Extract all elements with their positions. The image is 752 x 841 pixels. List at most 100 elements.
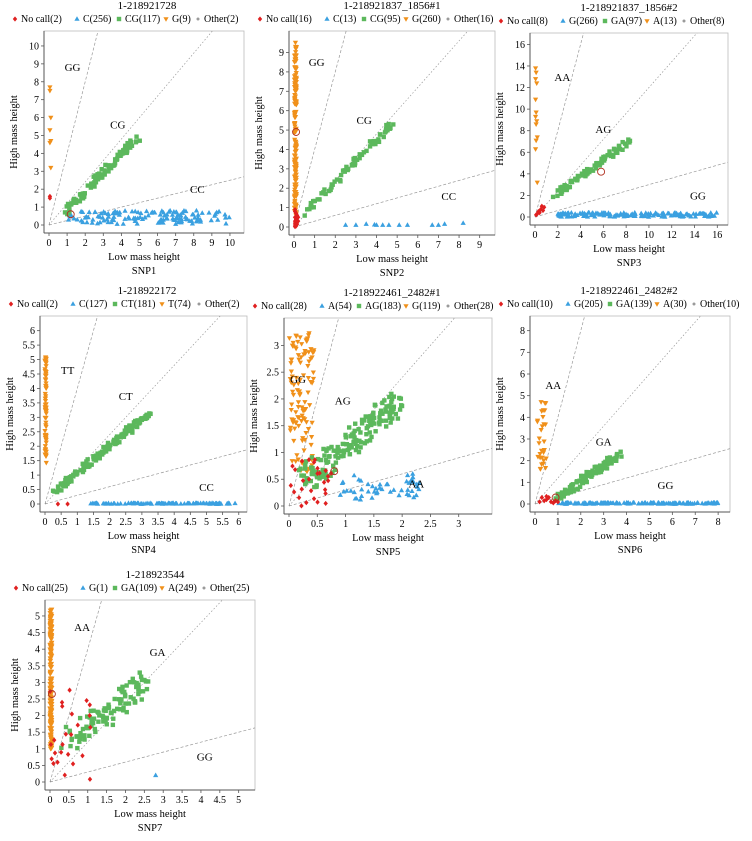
point-G	[293, 56, 299, 62]
point-CG	[397, 395, 402, 401]
point-G	[295, 405, 301, 410]
point-CG	[123, 701, 128, 706]
point-CG	[68, 743, 73, 749]
point-G	[43, 381, 49, 386]
point-CG	[123, 425, 129, 430]
point-G	[48, 649, 54, 655]
panel-caption: SNP1	[132, 266, 157, 277]
point-C	[379, 486, 385, 492]
point-G	[297, 360, 304, 366]
point-CG	[614, 147, 619, 152]
x-tick-label: 0	[533, 517, 538, 528]
reference-line	[288, 318, 340, 507]
point-G	[307, 403, 313, 408]
point-CG	[128, 695, 133, 700]
cluster-label: GG	[65, 62, 81, 74]
y-tick-label: 0	[520, 500, 525, 511]
point-G	[43, 378, 49, 383]
point-C	[195, 214, 201, 220]
point-C	[711, 213, 717, 218]
legend-marker	[498, 301, 504, 307]
y-tick-label: 4.5	[23, 370, 36, 381]
point-CG	[312, 198, 317, 204]
point-C	[102, 500, 108, 506]
point-G	[306, 350, 312, 355]
x-tick-label: 0	[47, 238, 52, 249]
y-tick-label: 1.5	[23, 456, 36, 467]
point-nocall	[63, 731, 69, 737]
point-C	[183, 208, 189, 214]
legend-item-2: C(13)	[324, 14, 356, 25]
point-CG	[352, 428, 357, 434]
point-C	[190, 211, 197, 217]
point-CG	[371, 411, 376, 417]
point-G	[541, 458, 547, 464]
point-CG	[118, 435, 124, 440]
chart-title: 1-218922461_2482#2	[580, 285, 677, 297]
point-CG	[69, 737, 74, 743]
x-tick-label: 2	[107, 517, 112, 528]
reference-line	[44, 449, 247, 505]
point-G	[48, 700, 54, 706]
point-nocall	[323, 467, 328, 474]
x-axis-label: Low mass height	[356, 254, 428, 265]
point-G	[47, 88, 53, 94]
y-tick-label: 3	[274, 341, 279, 352]
point-G	[292, 124, 298, 130]
point-G	[538, 400, 544, 405]
point-G	[286, 336, 293, 341]
point-CG	[343, 432, 348, 438]
point-G	[541, 439, 547, 445]
point-CG	[81, 193, 87, 198]
legend-label: G(1)	[89, 583, 108, 594]
point-C	[173, 221, 179, 226]
point-nocall	[555, 499, 561, 505]
point-CG	[105, 440, 111, 446]
point-CG	[298, 466, 303, 471]
point-C	[384, 481, 391, 487]
point-C	[89, 220, 95, 225]
point-nocall	[70, 761, 76, 767]
point-G	[43, 411, 49, 417]
legend-label: No call(28)	[261, 301, 307, 312]
point-G	[287, 425, 294, 431]
panel-caption: SNP2	[380, 268, 405, 279]
point-CG	[332, 179, 337, 184]
point-CG	[124, 683, 129, 688]
point-C	[353, 222, 359, 227]
chart-panel-7: 1-218923544 No call(25) G(1) GA(109) A(249) O…	[10, 569, 256, 834]
point-nocall	[299, 503, 304, 509]
point-nocall	[51, 737, 57, 743]
legend-label: A(13)	[653, 16, 677, 27]
point-CG	[323, 476, 329, 481]
point-G	[292, 92, 298, 98]
legend-marker	[565, 301, 571, 306]
x-tick-label: 8	[457, 240, 462, 251]
point-C	[189, 218, 195, 223]
point-CG	[303, 479, 309, 485]
point-nocall	[293, 217, 299, 223]
point-G	[304, 469, 310, 475]
point-CG	[620, 139, 625, 145]
point-G	[292, 169, 298, 175]
point-C	[574, 500, 580, 506]
legend-item-1: No call(8)	[498, 16, 548, 27]
point-CG	[93, 173, 98, 178]
point-CG	[335, 450, 340, 455]
y-axis-label: High mass height	[495, 92, 506, 166]
point-CG	[331, 448, 336, 453]
point-C	[583, 501, 589, 506]
legend-marker	[159, 302, 165, 307]
point-CG	[91, 454, 96, 459]
point-C	[215, 501, 221, 506]
legend-item-3: GA(97)	[602, 16, 642, 27]
point-C	[185, 500, 191, 506]
point-CG	[93, 729, 98, 735]
point-CG	[388, 406, 394, 412]
point-C	[142, 214, 148, 220]
legend-label: G(266)	[569, 16, 598, 27]
point-G	[291, 382, 297, 388]
point-CG	[318, 474, 323, 480]
point-C	[359, 486, 365, 492]
y-tick-label: 1	[520, 478, 525, 489]
